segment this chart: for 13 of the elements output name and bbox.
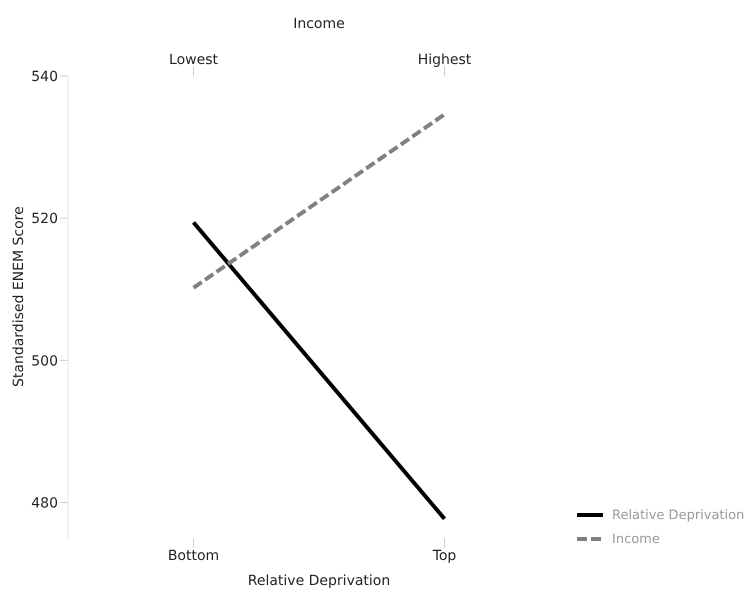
x2-axis-title: Income xyxy=(293,16,345,32)
text: Lowest xyxy=(169,52,218,68)
y-tick-label: 480 xyxy=(31,495,58,512)
text: Highest xyxy=(418,52,472,68)
legend-label: Relative Deprivation xyxy=(612,508,744,522)
y-tick-label: 500 xyxy=(31,353,58,370)
x-tick-label: Top xyxy=(432,548,456,564)
y-tick-label: 540 xyxy=(31,68,58,85)
x-axis-title: Relative Deprivation xyxy=(248,573,390,589)
y-tick-label: 520 xyxy=(31,211,58,228)
y-axis-title: Standardised ENEM Score xyxy=(10,206,27,387)
legend-label: Income xyxy=(612,532,660,546)
x-tick-label: Bottom xyxy=(168,548,220,564)
